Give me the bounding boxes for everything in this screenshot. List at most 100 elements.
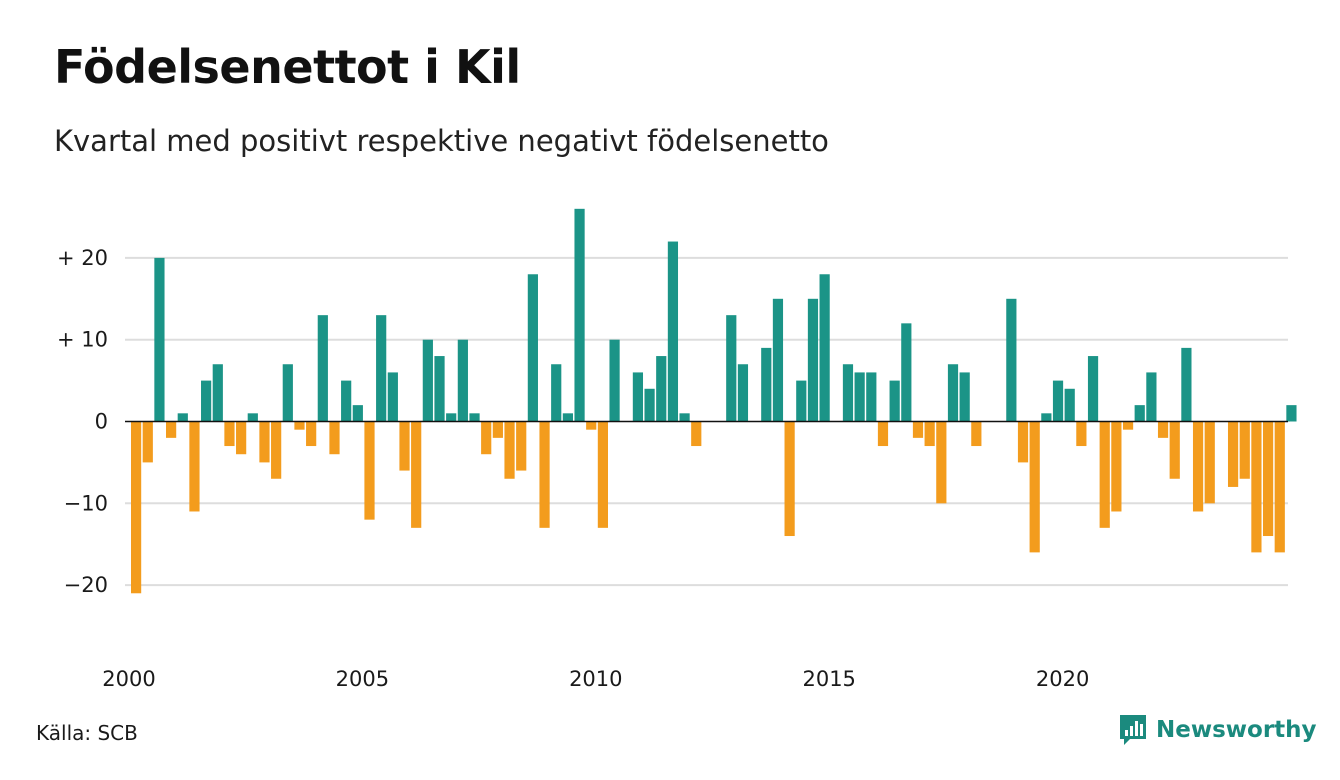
bar-positive — [1052, 380, 1064, 422]
bar-negative — [539, 421, 550, 528]
bar-positive — [1134, 405, 1145, 422]
bar-positive — [1286, 405, 1297, 422]
bar-positive — [761, 347, 772, 422]
bar-negative — [936, 421, 947, 504]
bar-positive — [387, 372, 398, 422]
bar-negative — [142, 421, 153, 463]
bar-negative — [411, 421, 422, 528]
bar-positive — [1064, 388, 1075, 422]
y-tick-label: −20 — [64, 573, 108, 597]
x-tick-label: 2015 — [802, 667, 855, 691]
bar-negative — [259, 421, 270, 463]
bar-positive — [282, 364, 293, 422]
bar-positive — [352, 405, 363, 422]
bar-positive — [457, 339, 468, 422]
bar-negative — [1227, 421, 1239, 487]
bar-positive — [609, 339, 620, 422]
bar-negative — [1274, 421, 1285, 553]
bar-positive — [947, 364, 959, 422]
bar-negative — [1099, 421, 1110, 528]
brand-name: Newsworthy — [1156, 717, 1317, 743]
bar-positive — [772, 298, 784, 422]
bar-positive — [574, 208, 585, 422]
bar-positive — [796, 380, 807, 422]
bar-negative — [481, 421, 492, 455]
bar-negative — [236, 421, 247, 455]
bar-positive — [1041, 413, 1052, 422]
bars — [131, 208, 1297, 594]
bar-negative — [189, 421, 200, 512]
bar-positive — [154, 257, 165, 422]
bar-positive — [1146, 372, 1157, 422]
bar-positive — [551, 364, 562, 422]
chart-title: Födelsenettot i Kil — [54, 40, 521, 94]
bar-negative — [597, 421, 608, 528]
bar-positive — [656, 356, 667, 422]
bar-positive — [341, 380, 352, 422]
bar-negative — [586, 421, 597, 430]
y-tick-label: 0 — [95, 410, 108, 434]
bar-negative — [912, 421, 924, 438]
bar-negative — [877, 421, 889, 447]
bar-positive — [1181, 347, 1192, 422]
bar-positive — [527, 274, 538, 422]
bar-negative — [1192, 421, 1204, 512]
bar-positive — [866, 372, 877, 422]
bar-negative — [492, 421, 503, 438]
bar-negative — [271, 421, 282, 479]
x-tick-label: 2000 — [102, 667, 155, 691]
bar-positive — [959, 372, 970, 422]
x-tick-label: 2010 — [569, 667, 622, 691]
bar-negative — [1111, 421, 1122, 512]
bar-positive — [737, 364, 749, 422]
bar-positive — [422, 339, 433, 422]
y-tick-label: −10 — [64, 491, 108, 515]
bar-negative — [364, 421, 375, 520]
axes: + 20 + 10 0 −10 −20 2000 2005 2010 2015 2020 — [57, 246, 1288, 691]
bar-negative — [131, 421, 142, 594]
bar-negative — [516, 421, 527, 471]
bar-negative — [329, 421, 340, 455]
bar-positive — [212, 364, 223, 422]
bar-positive — [679, 413, 690, 422]
chart-subtitle: Kvartal med positivt respektive negativt… — [54, 124, 829, 158]
bar-positive — [446, 413, 457, 422]
y-tick-label: + 20 — [57, 246, 108, 270]
bar-negative — [1157, 421, 1169, 438]
bar-negative — [1262, 421, 1274, 537]
bar-negative — [971, 421, 982, 447]
bar-positive — [201, 380, 212, 422]
y-tick-label: + 10 — [57, 328, 108, 352]
bar-positive — [376, 315, 387, 422]
bar-negative — [1017, 421, 1029, 463]
bar-positive — [562, 413, 573, 422]
bar-positive — [1006, 298, 1017, 422]
bar-chart: + 20 + 10 0 −10 −20 2000 2005 2010 2015 2020 — [57, 208, 1297, 691]
bar-negative — [399, 421, 410, 471]
bar-positive — [854, 372, 865, 422]
bar-positive — [177, 413, 188, 422]
x-tick-label: 2020 — [1036, 667, 1089, 691]
bar-negative — [1122, 421, 1134, 430]
bar-positive — [842, 364, 854, 422]
bar-positive — [1087, 356, 1099, 422]
bar-positive — [644, 388, 655, 422]
source-note: Källa: SCB — [36, 721, 138, 745]
bar-negative — [1076, 421, 1087, 447]
bar-negative — [306, 421, 317, 447]
bar-positive — [632, 372, 644, 422]
bar-negative — [784, 421, 795, 537]
bar-negative — [1029, 421, 1040, 553]
bar-negative — [1239, 421, 1250, 479]
bar-negative — [224, 421, 235, 447]
bar-positive — [819, 274, 830, 422]
bar-positive — [807, 298, 819, 422]
bar-positive — [901, 323, 912, 422]
bar-positive — [434, 356, 445, 422]
x-tick-label: 2005 — [336, 667, 389, 691]
bar-positive — [317, 315, 328, 422]
bar-positive — [667, 241, 679, 422]
bar-positive — [726, 315, 737, 422]
newsworthy-logo-icon — [1120, 715, 1146, 745]
bar-negative — [1251, 421, 1262, 553]
